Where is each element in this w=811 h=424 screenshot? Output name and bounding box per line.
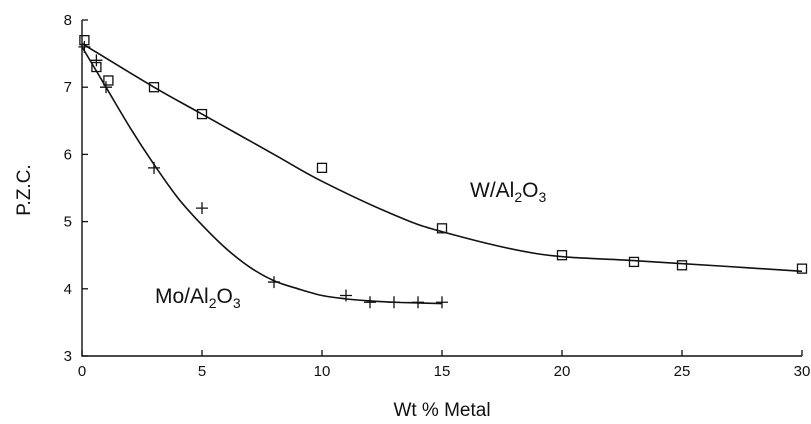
series-label-mo-sub-1: 2 <box>209 295 217 311</box>
y-tick-label: 3 <box>64 348 72 365</box>
point-mo <box>100 81 112 94</box>
point-w <box>796 263 808 274</box>
point-w <box>316 162 328 173</box>
y-tick-label: 4 <box>64 281 72 298</box>
series-label-mo-part-2: O <box>216 285 232 308</box>
x-axis-label: Wt % Metal <box>393 400 490 421</box>
y-tick-label: 5 <box>64 214 72 231</box>
point-w <box>148 82 160 93</box>
series-label-mo: Mo/Al2O3 <box>155 285 241 311</box>
fit-curve-mo <box>81 46 443 305</box>
y-ticks: 3 4 5 6 7 8 <box>64 12 88 365</box>
x-tick-label: 0 <box>78 363 86 380</box>
point-mo <box>90 54 103 67</box>
point-mo <box>412 296 424 309</box>
point-w <box>436 223 448 234</box>
x-tick-label: 10 <box>314 363 331 380</box>
x-tick-label: 25 <box>674 363 691 380</box>
y-axis-label: P.Z.C. <box>14 164 35 215</box>
point-mo <box>388 296 400 309</box>
point-mo <box>364 296 376 309</box>
series-label-mo-sub-2: 3 <box>233 295 241 311</box>
point-w <box>103 75 114 86</box>
point-mo <box>78 40 91 53</box>
series-label-w-sub-2: 3 <box>538 189 546 205</box>
point-mo <box>148 161 160 174</box>
x-tick-label: 30 <box>794 363 811 380</box>
fit-curves <box>81 42 803 305</box>
point-mo <box>268 276 280 289</box>
series-label-w-sub-1: 2 <box>514 189 522 205</box>
series-label-w-part-2: O <box>522 179 538 202</box>
point-w <box>628 256 640 268</box>
x-tick-label: 15 <box>434 363 451 380</box>
x-tick-label: 20 <box>554 363 571 380</box>
point-mo <box>340 289 352 302</box>
series-label-mo-part-1: Mo/Al <box>155 285 209 308</box>
series-label-w: W/Al2O3 <box>470 179 546 205</box>
x-ticks: 0 5 10 15 20 25 30 <box>78 350 811 380</box>
y-tick-label: 6 <box>64 146 72 163</box>
y-tick-label: 7 <box>64 79 72 96</box>
fit-curve-w <box>81 42 803 273</box>
series-label-w-part-1: W/Al <box>470 179 514 202</box>
point-w <box>676 260 688 271</box>
point-mo <box>196 202 208 215</box>
point-mo <box>436 296 448 309</box>
x-tick-label: 5 <box>198 363 206 380</box>
point-w <box>556 250 568 261</box>
point-w <box>196 108 208 120</box>
y-tick-label: 8 <box>64 12 72 29</box>
data-markers <box>78 35 808 309</box>
